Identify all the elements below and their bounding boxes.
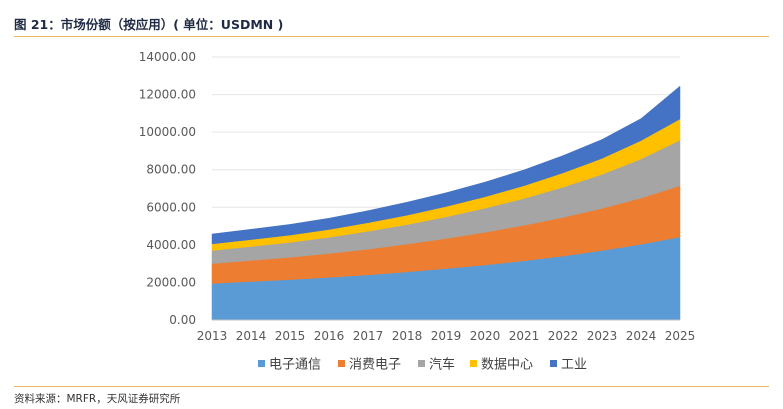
x-tick-label: 2025 bbox=[665, 329, 696, 343]
x-tick-label: 2014 bbox=[236, 329, 267, 343]
legend-label: 电子通信 bbox=[269, 358, 321, 373]
y-tick-label: 0.00 bbox=[169, 313, 196, 327]
legend-label: 数据中心 bbox=[481, 358, 533, 373]
x-tick-label: 2015 bbox=[275, 329, 306, 343]
legend-swatch bbox=[418, 360, 425, 367]
legend-swatch bbox=[258, 360, 265, 367]
legend-label: 汽车 bbox=[429, 357, 455, 373]
y-tick-label: 8000.00 bbox=[146, 163, 196, 177]
title-divider bbox=[14, 36, 769, 37]
source-divider bbox=[14, 386, 769, 387]
y-tick-label: 6000.00 bbox=[146, 200, 196, 214]
legend-label: 消费电子 bbox=[349, 358, 401, 373]
x-axis-labels: 2013 2014 2015 2016 2017 2018 2019 2020 2021 2022… bbox=[197, 329, 696, 343]
y-tick-label: 4000.00 bbox=[146, 238, 196, 252]
figure-title: 图 21：市场份额（按应用）( 单位：USDMN ) bbox=[14, 17, 284, 32]
legend-swatch bbox=[470, 360, 477, 367]
x-tick-label: 2021 bbox=[509, 329, 540, 343]
legend-swatch bbox=[550, 360, 557, 367]
x-tick-label: 2016 bbox=[314, 329, 345, 343]
legend: 电子通信 消费电子 汽车 数据中心 工业 bbox=[258, 357, 587, 373]
y-tick-label: 12000.00 bbox=[139, 88, 196, 102]
source-note: 资料来源：MRFR，天风证券研究所 bbox=[14, 393, 181, 405]
x-tick-label: 2024 bbox=[626, 329, 657, 343]
y-tick-label: 14000.00 bbox=[139, 50, 196, 64]
x-tick-label: 2017 bbox=[353, 329, 384, 343]
x-tick-label: 2019 bbox=[431, 329, 462, 343]
x-tick-label: 2013 bbox=[197, 329, 228, 343]
y-axis-labels: 0.00 2000.00 4000.00 6000.00 8000.00 10000.00… bbox=[139, 50, 196, 327]
y-tick-label: 2000.00 bbox=[146, 275, 196, 289]
legend-label: 工业 bbox=[561, 358, 587, 373]
area-series-5 bbox=[211, 85, 681, 245]
y-tick-label: 10000.00 bbox=[139, 125, 196, 139]
legend-swatch bbox=[338, 360, 345, 367]
x-tick-label: 2023 bbox=[587, 329, 618, 343]
x-tick-label: 2018 bbox=[392, 329, 423, 343]
x-tick-label: 2020 bbox=[470, 329, 501, 343]
area-series bbox=[211, 85, 681, 321]
x-tick-label: 2022 bbox=[548, 329, 579, 343]
